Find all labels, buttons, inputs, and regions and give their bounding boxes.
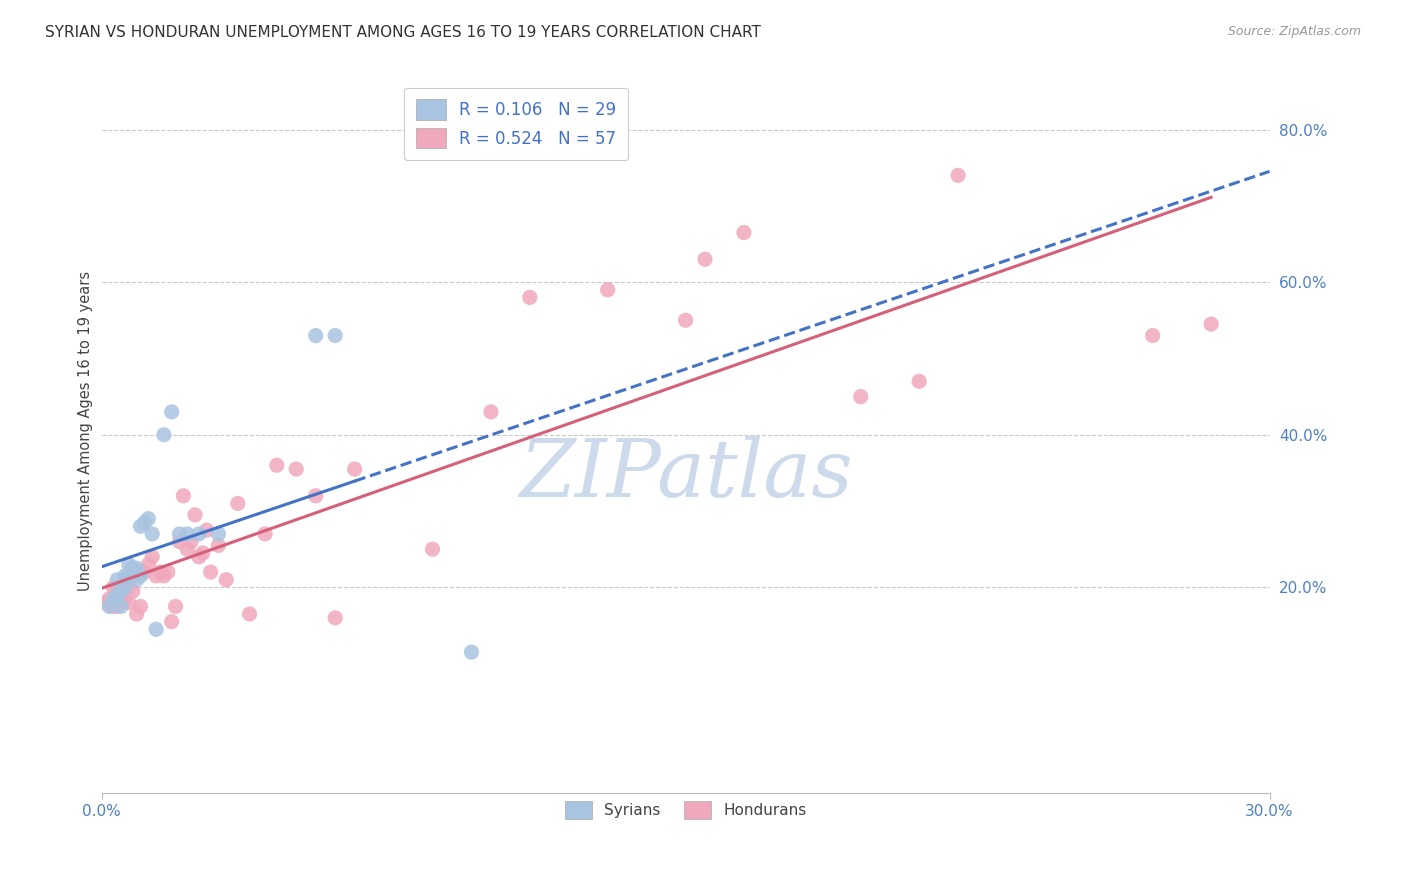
Point bbox=[215, 573, 238, 587]
Point bbox=[849, 390, 872, 404]
Point bbox=[460, 645, 482, 659]
Point bbox=[153, 427, 176, 442]
Point bbox=[226, 496, 249, 510]
Point bbox=[110, 599, 132, 614]
Point bbox=[187, 549, 209, 564]
Point bbox=[136, 511, 159, 525]
Point bbox=[103, 599, 125, 614]
Point bbox=[136, 558, 159, 572]
Point bbox=[184, 508, 207, 522]
Point bbox=[129, 599, 152, 614]
Point bbox=[176, 527, 198, 541]
Point bbox=[110, 584, 132, 599]
Point bbox=[134, 516, 156, 530]
Point bbox=[103, 591, 125, 606]
Point bbox=[141, 549, 163, 564]
Point bbox=[125, 607, 148, 621]
Point bbox=[693, 252, 716, 267]
Point bbox=[134, 565, 156, 579]
Point bbox=[121, 569, 143, 583]
Point bbox=[114, 573, 136, 587]
Point bbox=[254, 527, 277, 541]
Text: Source: ZipAtlas.com: Source: ZipAtlas.com bbox=[1227, 25, 1361, 38]
Y-axis label: Unemployment Among Ages 16 to 19 years: Unemployment Among Ages 16 to 19 years bbox=[79, 271, 93, 591]
Point bbox=[908, 375, 931, 389]
Point bbox=[110, 580, 132, 594]
Point bbox=[121, 561, 143, 575]
Point bbox=[176, 542, 198, 557]
Point bbox=[98, 591, 121, 606]
Point bbox=[675, 313, 697, 327]
Point bbox=[98, 599, 121, 614]
Point bbox=[207, 527, 229, 541]
Point bbox=[149, 565, 172, 579]
Point bbox=[145, 622, 167, 636]
Point bbox=[172, 489, 194, 503]
Point bbox=[118, 569, 141, 583]
Point bbox=[165, 599, 187, 614]
Point bbox=[160, 405, 183, 419]
Point bbox=[118, 558, 141, 572]
Point bbox=[285, 462, 308, 476]
Point bbox=[110, 596, 132, 610]
Point bbox=[141, 527, 163, 541]
Point bbox=[519, 290, 541, 304]
Point bbox=[266, 458, 288, 473]
Point bbox=[125, 561, 148, 575]
Point bbox=[114, 580, 136, 594]
Point bbox=[1199, 317, 1222, 331]
Point bbox=[323, 328, 346, 343]
Point bbox=[195, 523, 218, 537]
Point bbox=[160, 615, 183, 629]
Point bbox=[343, 462, 366, 476]
Point bbox=[121, 584, 143, 599]
Point bbox=[169, 534, 191, 549]
Point bbox=[946, 169, 969, 183]
Point bbox=[305, 328, 328, 343]
Point bbox=[1142, 328, 1164, 343]
Point bbox=[121, 569, 143, 583]
Point bbox=[105, 599, 128, 614]
Text: SYRIAN VS HONDURAN UNEMPLOYMENT AMONG AGES 16 TO 19 YEARS CORRELATION CHART: SYRIAN VS HONDURAN UNEMPLOYMENT AMONG AG… bbox=[45, 25, 761, 40]
Point bbox=[180, 534, 202, 549]
Point bbox=[169, 527, 191, 541]
Point bbox=[105, 573, 128, 587]
Point bbox=[200, 565, 222, 579]
Point bbox=[129, 569, 152, 583]
Text: ZIPatlas: ZIPatlas bbox=[519, 435, 852, 513]
Point bbox=[305, 489, 328, 503]
Point bbox=[114, 569, 136, 583]
Point bbox=[105, 588, 128, 602]
Point bbox=[114, 591, 136, 606]
Point bbox=[125, 573, 148, 587]
Point bbox=[103, 580, 125, 594]
Point bbox=[156, 565, 179, 579]
Point bbox=[191, 546, 214, 560]
Point bbox=[153, 569, 176, 583]
Point bbox=[94, 596, 117, 610]
Point bbox=[105, 584, 128, 599]
Point bbox=[422, 542, 444, 557]
Point bbox=[187, 527, 209, 541]
Point bbox=[238, 607, 260, 621]
Point bbox=[479, 405, 502, 419]
Point bbox=[207, 538, 229, 552]
Point bbox=[733, 226, 755, 240]
Point bbox=[145, 569, 167, 583]
Legend: Syrians, Hondurans: Syrians, Hondurans bbox=[558, 795, 813, 826]
Point bbox=[129, 519, 152, 533]
Point bbox=[323, 611, 346, 625]
Point bbox=[118, 580, 141, 594]
Point bbox=[596, 283, 619, 297]
Point bbox=[118, 596, 141, 610]
Point bbox=[129, 565, 152, 579]
